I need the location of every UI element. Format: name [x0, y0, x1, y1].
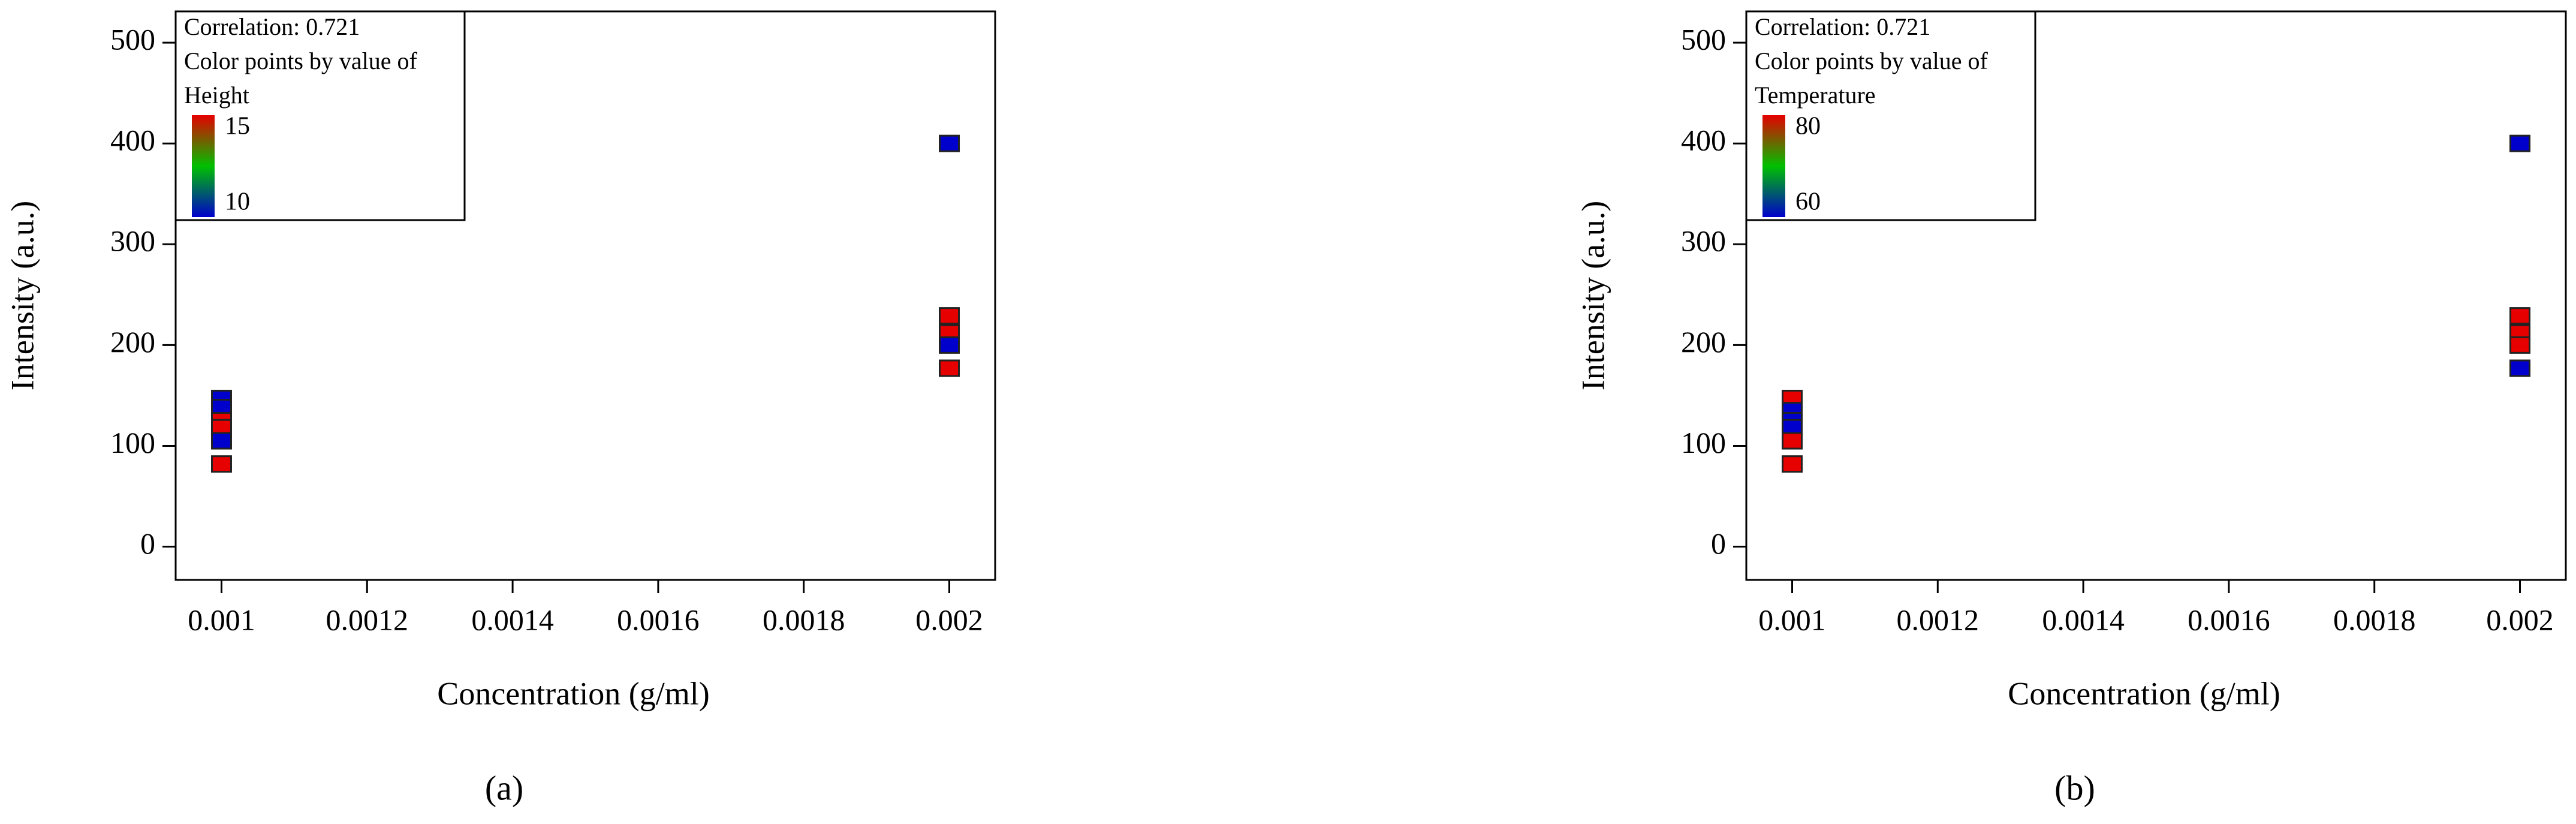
legend-text: Correlation: 0.721	[184, 13, 360, 40]
legend-box	[1745, 10, 2036, 221]
x-tick-label: 0.002	[2486, 603, 2554, 636]
y-axis-title: Intensity (a.u.)	[1575, 201, 1611, 390]
x-tick-label: 0.001	[188, 603, 255, 636]
x-tick-label: 0.0012	[326, 603, 409, 636]
y-tick-label: 0	[1711, 527, 1726, 560]
point	[1781, 455, 1803, 473]
point	[210, 455, 232, 473]
y-tick-label: 400	[110, 124, 155, 157]
point	[939, 359, 960, 377]
x-tick-label: 0.002	[915, 603, 983, 636]
colorbar-tick-label: 15	[225, 113, 250, 140]
chart: 0 100 200 300 400 500 0.001 0.0012 0.0014 0.0016 0…	[4, 10, 996, 807]
y-tick-label: 300	[110, 224, 155, 258]
x-tick-label: 0.0014	[2042, 603, 2125, 636]
colorbar	[192, 115, 215, 217]
x-axis-title: Concentration (g/ml)	[437, 675, 709, 711]
y-axis-title: Intensity (a.u.)	[4, 201, 40, 390]
x-tick-label: 0.0014	[471, 603, 554, 636]
point	[939, 134, 960, 152]
legend-text: Color points by value of	[1755, 47, 1989, 74]
x-tick-label: 0.0016	[2188, 603, 2270, 636]
colorbar	[1762, 115, 1785, 217]
point	[1781, 432, 1803, 450]
legend-text: Height	[184, 82, 249, 109]
caption: (b)	[2054, 768, 2095, 807]
y-tick-label: 0	[140, 527, 155, 560]
x-tick-label: 0.0018	[763, 603, 845, 636]
legend-text: Correlation: 0.721	[1755, 13, 1930, 40]
y-tick-label: 200	[1681, 325, 1726, 359]
point	[939, 307, 960, 325]
plot-frame	[1745, 10, 2567, 581]
x-tick-label: 0.0012	[1897, 603, 1980, 636]
x-tick-label: 0.0016	[617, 603, 700, 636]
legend-box	[174, 10, 466, 221]
x-tick-label: 0.001	[1758, 603, 1826, 636]
caption: (a)	[485, 768, 523, 807]
y-tick-label: 500	[110, 23, 155, 56]
y-tick-label: 200	[110, 325, 155, 359]
legend-text: Color points by value of	[184, 47, 418, 74]
legend-text: Temperature	[1755, 82, 1876, 109]
point	[2509, 134, 2531, 152]
point	[2509, 359, 2531, 377]
point	[939, 336, 960, 354]
y-tick-label: 100	[110, 426, 155, 459]
y-tick-label: 500	[1681, 23, 1726, 56]
colorbar-tick-label: 10	[225, 188, 250, 216]
colorbar-tick-label: 80	[1795, 113, 1821, 140]
chart: 0 100 200 300 400 500 0.001 0.0012 0.0014 0.0016 0…	[1575, 10, 2567, 807]
plot-frame	[174, 10, 996, 581]
point	[210, 432, 232, 450]
x-axis-title: Concentration (g/ml)	[2008, 675, 2280, 711]
x-tick-label: 0.0018	[2333, 603, 2416, 636]
colorbar-tick-label: 60	[1795, 188, 1821, 216]
point	[2509, 307, 2531, 325]
point	[2509, 336, 2531, 354]
y-tick-label: 400	[1681, 124, 1726, 157]
y-tick-label: 300	[1681, 224, 1726, 258]
y-tick-label: 100	[1681, 426, 1726, 459]
